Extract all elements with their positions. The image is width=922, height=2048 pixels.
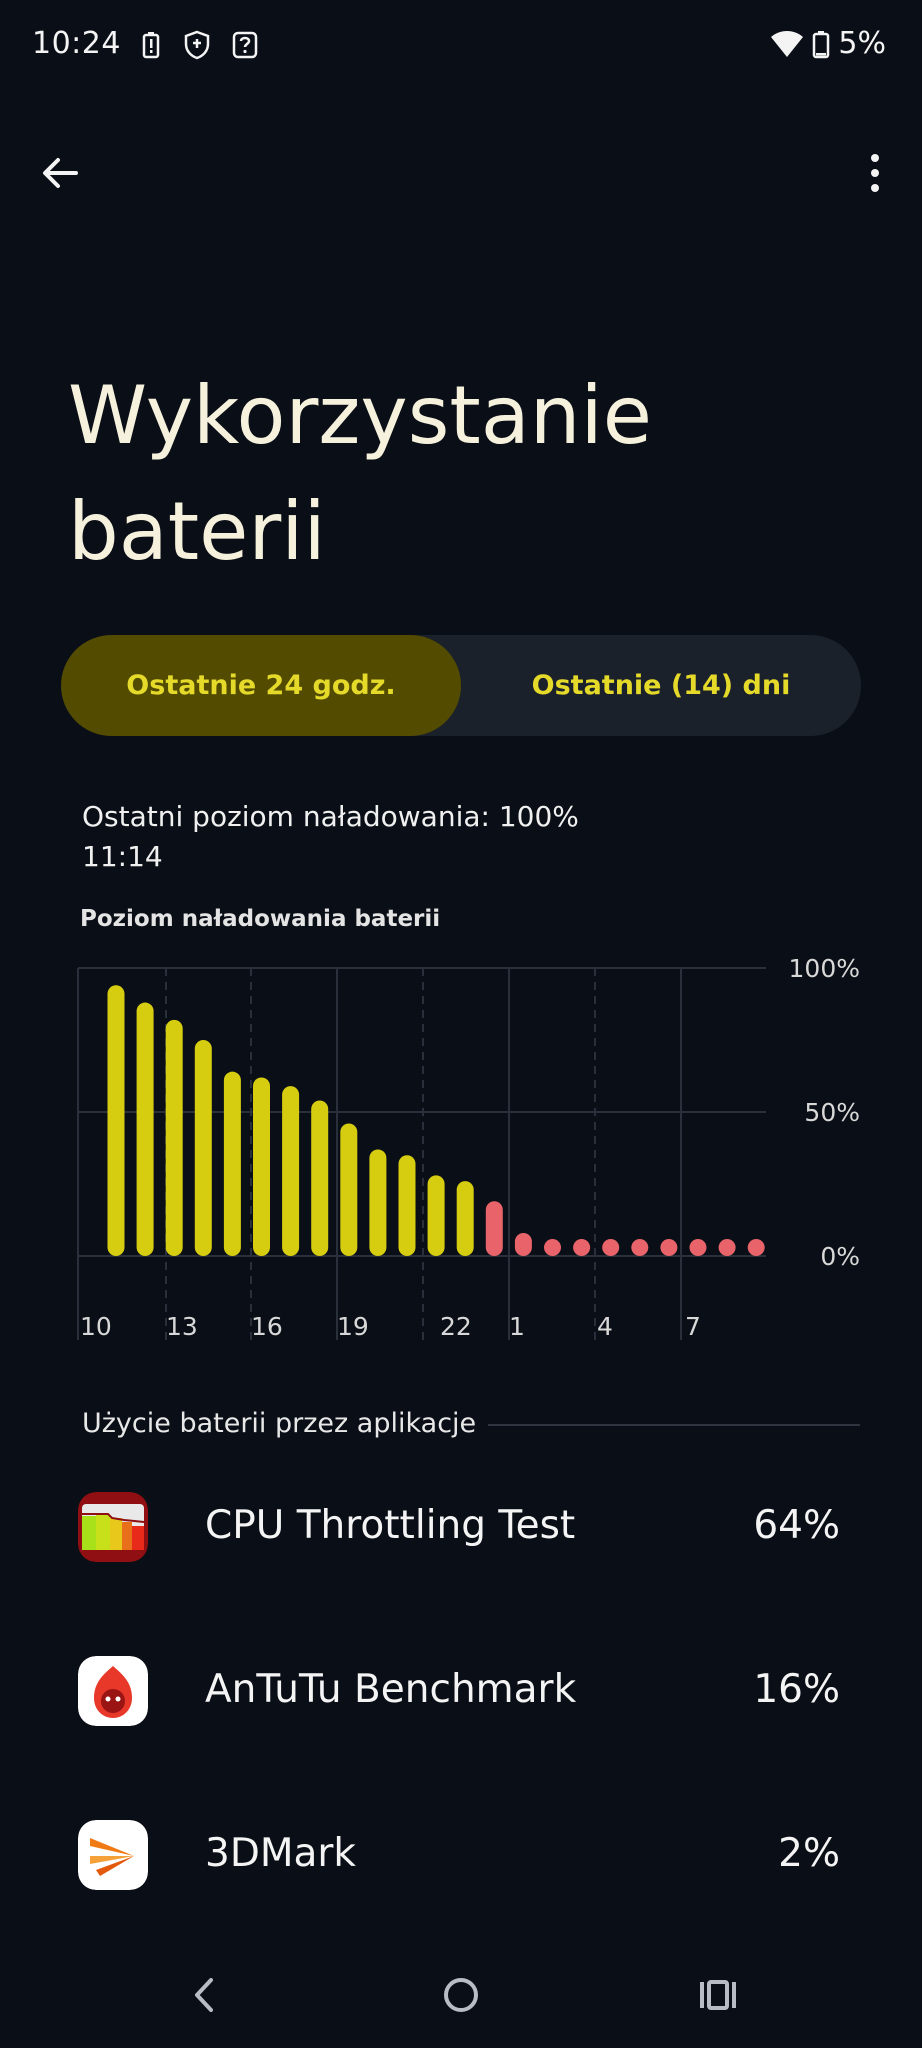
last-charge-time: 11:14: [82, 840, 163, 873]
chart-bar: [544, 1239, 561, 1256]
tab-last-14-days-label: Ostatnie (14) dni: [531, 670, 791, 701]
last-charge-label: Ostatni poziom naładowania: 100%: [82, 800, 579, 833]
app-name: CPU Throttling Test: [205, 1503, 576, 1548]
chart-x-tick-label: 1: [509, 1312, 525, 1341]
chart-x-tick-label: 16: [251, 1312, 283, 1341]
3dmark-icon: [78, 1820, 148, 1890]
chart-bar: [718, 1239, 736, 1256]
chart-x-tick-label: 7: [685, 1312, 701, 1341]
chart-bar: [689, 1239, 707, 1256]
help-box-icon: [232, 31, 258, 59]
chart-bar: [573, 1239, 591, 1256]
chart-x-tick-label: 4: [597, 1312, 613, 1341]
chart-bar: [456, 1181, 474, 1256]
chart-x-tick-label: 22: [440, 1312, 472, 1341]
page-title-line1: Wykorzystanie: [68, 369, 652, 462]
chart-bar: [427, 1175, 445, 1256]
nav-back-icon[interactable]: [175, 1970, 235, 2020]
nav-recents-icon[interactable]: [688, 1970, 748, 2020]
chart-y-tick-label: 50%: [804, 1098, 860, 1127]
chart-bar: [253, 1077, 270, 1256]
battery-alert-icon: [142, 32, 160, 59]
battery-icon: [813, 30, 830, 58]
tab-last-14-days[interactable]: Ostatnie (14) dni: [461, 635, 861, 736]
nav-home-icon[interactable]: [431, 1970, 491, 2020]
page-title: Wykorzystanie baterii: [68, 358, 868, 590]
wifi-icon: [771, 30, 804, 57]
app-name: 3DMark: [205, 1831, 357, 1876]
status-time: 10:24: [32, 26, 121, 61]
shield-icon: [184, 30, 210, 60]
page-title-line2: baterii: [68, 485, 326, 578]
app-percent: 64%: [753, 1503, 840, 1548]
chart-bar: [369, 1149, 387, 1256]
antutu-icon: [78, 1656, 148, 1726]
tab-last-24h[interactable]: Ostatnie 24 godz.: [61, 635, 461, 736]
chart-bar: [282, 1086, 300, 1256]
cpu-throttling-icon: [78, 1492, 148, 1562]
tab-last-24h-label: Ostatnie 24 godz.: [126, 670, 396, 701]
chart-bar: [747, 1239, 765, 1256]
app-row-3dmark[interactable]: 3DMark 2%: [0, 1797, 922, 1917]
app-percent: 16%: [753, 1667, 840, 1712]
app-percent: 2%: [778, 1831, 840, 1876]
back-button[interactable]: [36, 148, 86, 198]
status-right: 5%: [770, 26, 886, 61]
chart-bar: [602, 1239, 620, 1256]
chart-x-tick-label: 19: [337, 1312, 369, 1341]
period-toggle: Ostatnie 24 godz. Ostatnie (14) dni: [61, 635, 861, 736]
chart-y-tick-label: 0%: [820, 1242, 860, 1271]
chart-bar: [485, 1201, 503, 1256]
chart-bar: [223, 1071, 241, 1256]
section-divider: [488, 1424, 860, 1426]
chart-bar: [340, 1123, 358, 1256]
chart-bar: [165, 1019, 183, 1256]
chart-bar: [136, 1002, 154, 1256]
app-row-antutu[interactable]: AnTuTu Benchmark 16%: [0, 1633, 922, 1753]
chart-title: Poziom naładowania baterii: [80, 906, 441, 932]
chart-bar: [107, 985, 125, 1256]
chart-bar: [660, 1239, 678, 1256]
chart-bar: [398, 1155, 416, 1256]
chart-x-tick-label: 10: [80, 1312, 112, 1341]
chart-y-tick-label: 100%: [789, 954, 860, 983]
app-name: AnTuTu Benchmark: [205, 1667, 577, 1712]
app-row-cpu-throttling[interactable]: CPU Throttling Test 64%: [0, 1469, 922, 1589]
battery-level-chart: 100% 50% 0% 10 13 16 19 22 1 4 7: [77, 954, 860, 1341]
apps-section-heading: Użycie baterii przez aplikacje: [82, 1408, 477, 1439]
chart-bar: [514, 1232, 532, 1256]
chart-bar: [194, 1040, 212, 1256]
more-vertical-icon[interactable]: [860, 148, 890, 198]
chart-x-tick-label: 13: [166, 1312, 198, 1341]
chart-bar: [631, 1239, 649, 1256]
chart-bar: [311, 1100, 329, 1256]
battery-percent: 5%: [838, 26, 886, 61]
